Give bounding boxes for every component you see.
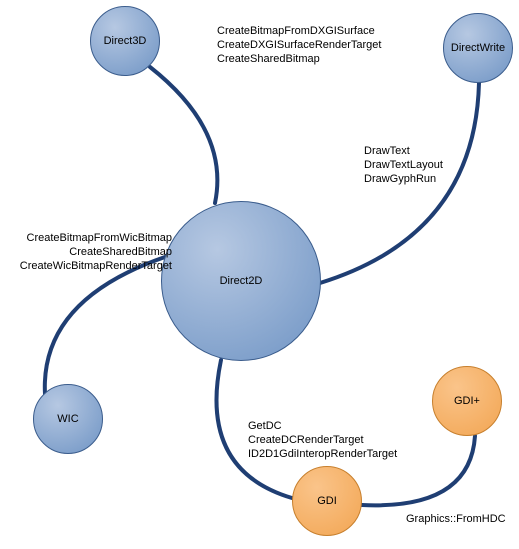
node-gdiplus: GDI+ — [432, 366, 502, 436]
label-line: CreateDXGISurfaceRenderTarget — [217, 39, 381, 53]
label-gdiplus-methods: Graphics::FromHDC — [406, 513, 506, 527]
label-line: GetDC — [248, 420, 397, 434]
label-direct3d-methods: CreateBitmapFromDXGISurface CreateDXGISu… — [217, 25, 381, 66]
label-line: DrawTextLayout — [364, 159, 443, 173]
label-line: CreateSharedBitmap — [6, 246, 172, 260]
node-direct2d-label: Direct2D — [220, 275, 263, 287]
label-line: Graphics::FromHDC — [406, 513, 506, 527]
edge-wic-direct2d — [45, 257, 165, 394]
node-direct3d: Direct3D — [90, 6, 160, 76]
edge-direct3d-direct2d — [150, 67, 217, 203]
label-directwrite-methods: DrawText DrawTextLayout DrawGyphRun — [364, 145, 443, 186]
node-directwrite-label: DirectWrite — [451, 42, 505, 54]
label-line: CreateBitmapFromDXGISurface — [217, 25, 381, 39]
label-line: ID2D1GdiInteropRenderTarget — [248, 448, 397, 462]
label-gdi-methods: GetDC CreateDCRenderTarget ID2D1GdiInter… — [248, 420, 397, 461]
node-directwrite: DirectWrite — [443, 13, 513, 83]
node-wic: WIC — [33, 384, 103, 454]
label-line: DrawGyphRun — [364, 173, 443, 187]
node-gdiplus-label: GDI+ — [454, 395, 480, 407]
label-line: CreateDCRenderTarget — [248, 434, 397, 448]
node-gdi: GDI — [292, 466, 362, 536]
node-wic-label: WIC — [57, 413, 78, 425]
label-line: CreateSharedBitmap — [217, 53, 381, 67]
node-gdi-label: GDI — [317, 495, 337, 507]
label-line: CreateBitmapFromWicBitmap — [6, 232, 172, 246]
node-direct2d: Direct2D — [161, 201, 321, 361]
label-wic-methods: CreateBitmapFromWicBitmap CreateSharedBi… — [6, 232, 172, 273]
label-line: DrawText — [364, 145, 443, 159]
label-line: CreateWicBitmapRenderTarget — [6, 260, 172, 274]
node-direct3d-label: Direct3D — [104, 35, 147, 47]
